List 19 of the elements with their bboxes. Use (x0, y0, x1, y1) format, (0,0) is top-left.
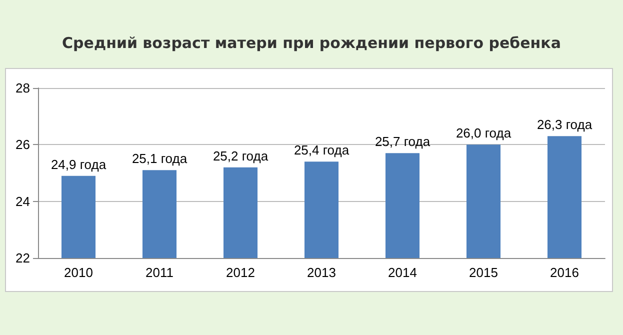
data-label: 26,3 года (536, 117, 593, 132)
y-tick-label: 22 (16, 250, 30, 266)
data-label: 25,7 года (374, 134, 431, 150)
x-tick-label: 2012 (226, 265, 255, 280)
data-label: 26,0 года (456, 126, 512, 141)
y-tick-label: 26 (16, 137, 30, 152)
x-tick-label: 2015 (469, 265, 498, 280)
x-tick-label: 2011 (146, 265, 174, 280)
x-tick-label: 2016 (550, 265, 579, 280)
y-tick-label: 28 (16, 80, 30, 96)
data-label: 25,2 года (212, 148, 269, 164)
data-label: 24,9 года (50, 156, 107, 172)
x-tick-label: 2014 (388, 265, 417, 280)
chart-title: Средний возраст матери при рождении первого ребенка (61, 34, 562, 52)
x-tick-label: 2013 (307, 265, 336, 280)
data-label: 25,4 года (294, 142, 350, 158)
x-tick-label: 2010 (64, 265, 93, 280)
y-tick-label: 24 (16, 194, 30, 209)
data-label: 25,1 года (132, 151, 188, 166)
